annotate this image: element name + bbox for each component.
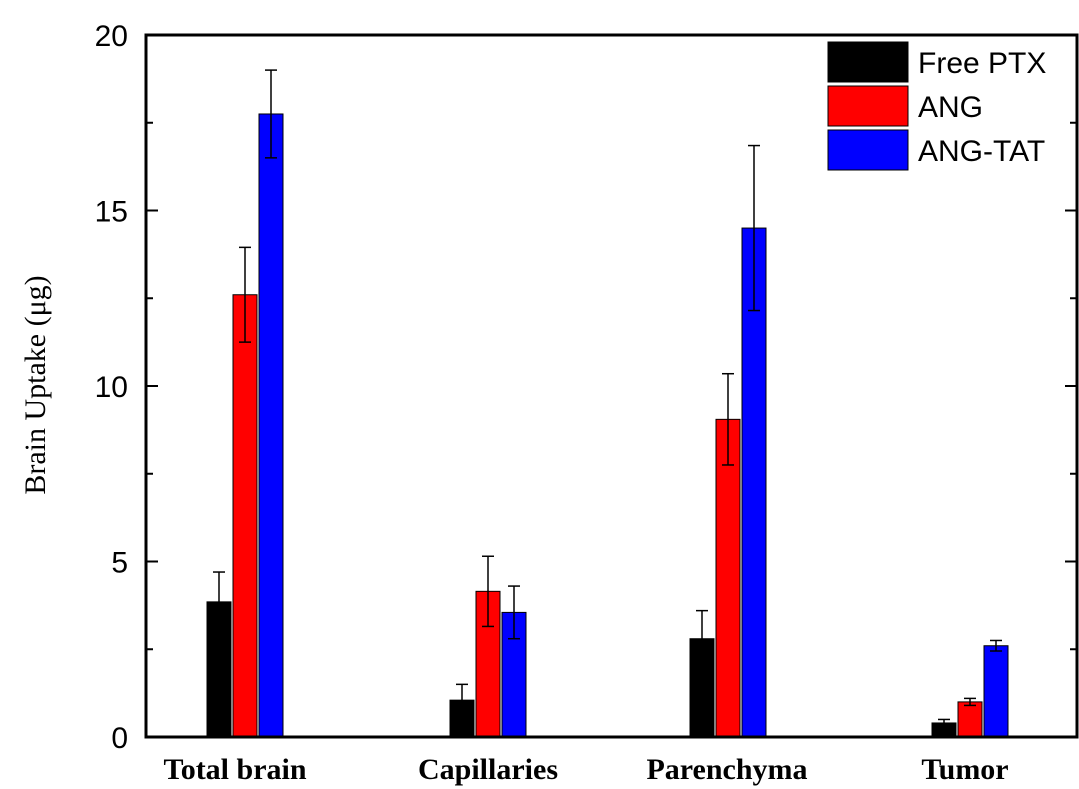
y-tick-label: 0 (111, 722, 128, 755)
category-label: Total brain (163, 753, 306, 786)
bar (258, 113, 284, 738)
legend-swatch (827, 85, 909, 127)
y-tick-label: 20 (95, 20, 128, 53)
legend-label: Free PTX (918, 47, 1046, 80)
plot-area: 0 5 10 15 20 Total brain Capillaries Parenchyma… (95, 20, 1079, 786)
category-label: Parenchyma (646, 753, 807, 786)
bar (983, 645, 1009, 738)
y-tick-label: 15 (95, 196, 128, 229)
legend-label: ANG-TAT (918, 135, 1045, 168)
bar (232, 294, 258, 738)
legend-swatch (827, 41, 909, 83)
y-tick-label: 10 (95, 371, 128, 404)
y-axis-title: Brain Uptake (μg) (19, 275, 52, 494)
bar (715, 418, 741, 738)
bar (957, 701, 983, 738)
legend-label: ANG (918, 91, 983, 124)
y-tick-label: 5 (111, 547, 128, 580)
category-label: Tumor (921, 753, 1008, 786)
legend-swatch (827, 129, 909, 171)
bar (741, 227, 767, 738)
category-label: Capillaries (418, 753, 558, 786)
